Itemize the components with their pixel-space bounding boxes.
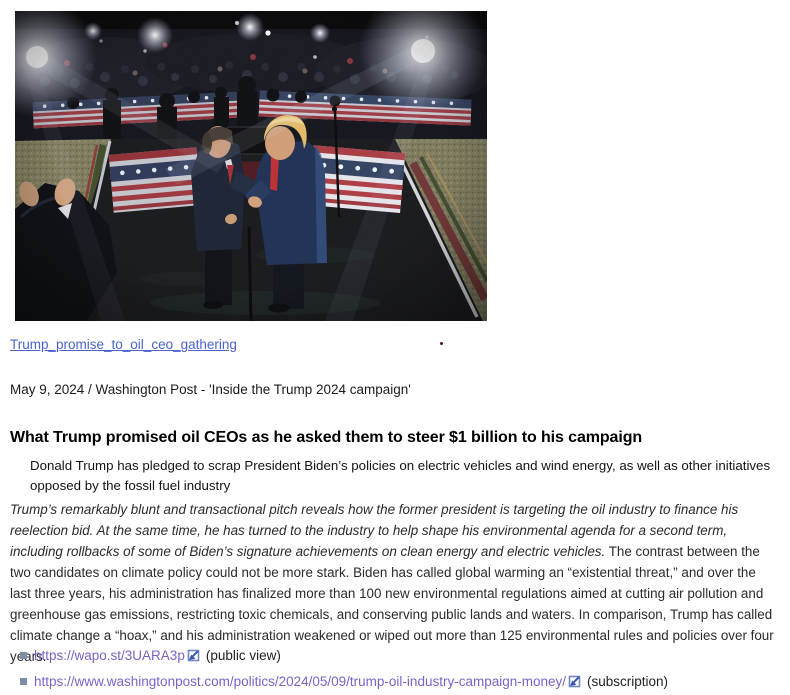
list-item: https://wapo.st/3UARA3p (public view) xyxy=(20,642,668,669)
deck-subheadline: Donald Trump has pledged to scrap Presid… xyxy=(30,456,772,496)
byline: May 9, 2024 / Washington Post - 'Inside … xyxy=(10,382,411,397)
external-link-icon[interactable] xyxy=(187,649,200,662)
link-note: (public view) xyxy=(206,648,281,663)
external-links-list: https://wapo.st/3UARA3p (public view)htt… xyxy=(20,642,668,695)
square-bullet-icon xyxy=(20,678,27,685)
square-bullet-icon xyxy=(20,652,27,659)
external-link[interactable]: https://www.washingtonpost.com/politics/… xyxy=(34,674,566,689)
photo-caption-link[interactable]: Trump_promise_to_oil_ceo_gathering xyxy=(10,337,237,352)
rally-photo xyxy=(15,11,487,321)
headline: What Trump promised oil CEOs as he asked… xyxy=(10,429,642,447)
external-link[interactable]: https://wapo.st/3UARA3p xyxy=(34,648,185,663)
stray-dot-mark xyxy=(440,342,443,345)
vignette xyxy=(15,11,487,321)
list-item: https://www.washingtonpost.com/politics/… xyxy=(20,669,668,695)
link-note: (subscription) xyxy=(587,674,668,689)
external-link-icon[interactable] xyxy=(568,675,581,688)
